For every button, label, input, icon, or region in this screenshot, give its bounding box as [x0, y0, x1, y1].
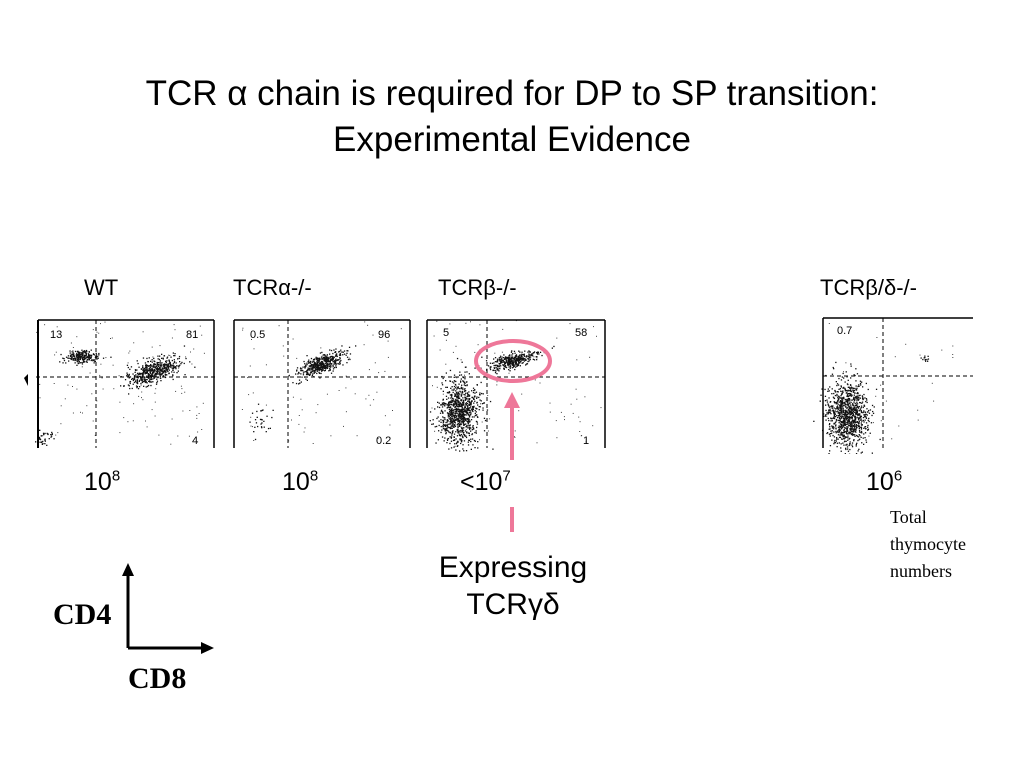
cd8-arrow-head	[201, 642, 214, 654]
cell-count-tcrb-ko: <107	[460, 467, 511, 496]
dn-population	[35, 429, 55, 446]
dp-population	[474, 345, 555, 375]
dn-population	[249, 403, 274, 441]
slide-title-line-1: TCR α chain is required for DP to SP tra…	[145, 74, 879, 113]
cell-count-tcra-ko: 108	[282, 467, 319, 496]
quadrant-br: 4	[192, 435, 198, 447]
total-thymocyte-note: Total thymocyte numbers	[890, 504, 966, 585]
quadrant-tl: 13	[50, 329, 62, 341]
quadrant-tl: 5	[443, 327, 449, 339]
callout-line-1: Expressing	[438, 551, 588, 584]
dp-population	[288, 345, 357, 385]
cd8-axis-label: CD8	[128, 662, 187, 695]
quadrant-tr: 96	[378, 329, 390, 341]
cell-count-tcrbd-ko: 106	[866, 467, 903, 496]
dp-population	[120, 345, 196, 395]
slide-title-line-2: Experimental Evidence	[333, 120, 691, 159]
callout-line-2: TCRγδ	[466, 588, 560, 621]
cd4-axis-label: CD4	[53, 598, 112, 631]
note-line-2: thymocyte	[890, 534, 966, 554]
cell-count-wt: 108	[84, 467, 121, 496]
flow-plot-wt: 13 81 4	[24, 316, 218, 452]
note-line-1: Total	[890, 507, 927, 527]
highlight-ellipse	[474, 339, 552, 383]
sp-cd4-population	[59, 349, 112, 366]
panel-label-tcra-ko: TCRα-/-	[233, 275, 312, 300]
cd4-arrow-head	[122, 563, 134, 576]
quadrant-br: 0.2	[376, 435, 391, 447]
cd4-spec-population	[920, 355, 930, 362]
flow-plot-tcrbd-ko: 0.7	[805, 312, 975, 454]
flow-plot-tcra-ko: 0.5 96 0.2	[228, 316, 414, 452]
quadrant-tl: 0.7	[837, 325, 852, 337]
scatter-noise	[241, 321, 402, 444]
dn-population	[429, 356, 494, 452]
panel-label-wt: WT	[84, 275, 119, 300]
quadrant-br: 1	[583, 435, 589, 447]
quadrant-tr: 58	[575, 327, 587, 339]
panel-label-tcrbd-ko: TCRβ/δ-/-	[820, 275, 917, 300]
callout-text: Expressing TCRγδ	[403, 549, 623, 623]
scatter-noise	[826, 323, 954, 440]
flow-plot-tcrb-ko: 5 58 1	[423, 316, 609, 452]
dn-population	[813, 361, 881, 454]
note-line-3: numbers	[890, 561, 952, 581]
quadrant-tl: 0.5	[250, 329, 265, 341]
quadrant-tr: 81	[186, 329, 198, 341]
panel-label-tcrb-ko: TCRβ-/-	[438, 275, 517, 300]
highlight-arrow-head	[504, 392, 520, 408]
